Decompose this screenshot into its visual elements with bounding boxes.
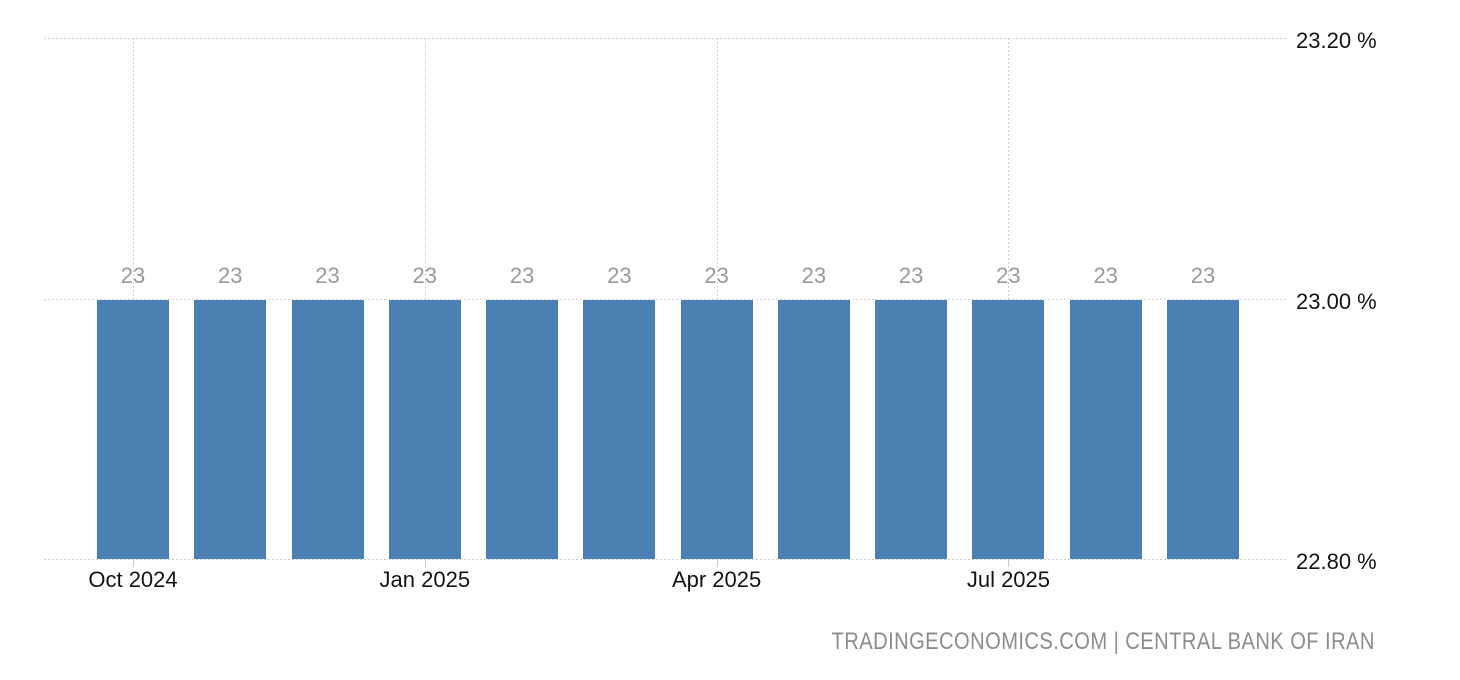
horizontal-gridline <box>44 38 1288 39</box>
bar-value-label: 23 <box>898 262 924 288</box>
x-axis-tick <box>1008 560 1010 567</box>
vertical-gridline <box>424 38 426 559</box>
x-axis-tick-label: Jan 2025 <box>379 567 471 592</box>
vertical-gridline <box>1008 38 1010 559</box>
bar[interactable] <box>583 299 656 559</box>
horizontal-gridline <box>44 298 1288 300</box>
bar[interactable] <box>777 299 850 559</box>
x-axis-tick <box>133 560 134 567</box>
bar[interactable] <box>486 299 559 559</box>
x-axis-tick <box>716 560 718 567</box>
bar-value-label: 23 <box>1190 262 1216 288</box>
y-axis-tick-label: 22.80 % <box>1296 549 1377 574</box>
bar-value-label: 23 <box>704 262 729 288</box>
y-axis-tick-label: 23.00 % <box>1296 288 1377 314</box>
bar[interactable] <box>875 299 948 559</box>
attribution-watermark: TRADINGECONOMICS.COM | CENTRAL BANK OF I… <box>831 628 1375 655</box>
bar[interactable] <box>388 299 461 559</box>
bar[interactable] <box>97 299 169 559</box>
bar-value-label: 23 <box>218 262 243 288</box>
bar[interactable] <box>1166 299 1239 559</box>
x-axis-tick <box>424 560 426 567</box>
bar[interactable] <box>680 299 753 559</box>
bar-value-label: 23 <box>120 262 146 288</box>
bar-value-label: 23 <box>1093 262 1118 288</box>
bar[interactable] <box>291 299 364 559</box>
y-axis-tick-label: 23.20 % <box>1296 28 1377 53</box>
bar-value-label: 23 <box>996 262 1021 288</box>
bar-value-label: 23 <box>801 262 827 288</box>
bar-value-label: 23 <box>412 262 438 288</box>
bar[interactable] <box>972 299 1045 559</box>
x-axis-tick-label: Apr 2025 <box>671 567 762 592</box>
vertical-gridline <box>716 38 718 559</box>
bar[interactable] <box>194 299 267 559</box>
bar-value-label: 23 <box>509 262 535 288</box>
horizontal-gridline <box>44 559 1288 560</box>
vertical-gridline <box>133 38 134 559</box>
bar-value-label: 23 <box>315 262 340 288</box>
x-axis-tick-label: Oct 2024 <box>88 567 178 592</box>
bar[interactable] <box>1069 299 1142 559</box>
x-axis-tick-label: Jul 2025 <box>966 567 1051 592</box>
bar-value-label: 23 <box>607 262 632 288</box>
